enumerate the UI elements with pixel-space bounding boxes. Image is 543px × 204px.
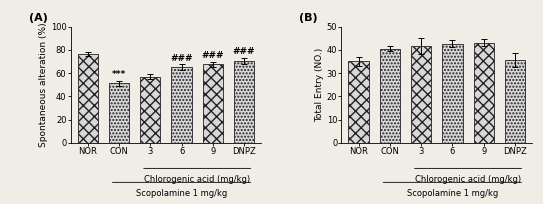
Text: Scopolamine 1 mg/kg: Scopolamine 1 mg/kg (407, 189, 498, 198)
Bar (203, 64, 223, 143)
Bar (349, 61, 369, 143)
Text: (A): (A) (29, 13, 47, 23)
Bar (505, 60, 525, 143)
Text: ###: ### (201, 51, 224, 60)
Text: ***: *** (112, 70, 126, 79)
Y-axis label: Total Entry (NO.): Total Entry (NO.) (315, 48, 324, 122)
Y-axis label: Spontaneous alteration (%): Spontaneous alteration (%) (39, 22, 48, 147)
Bar (380, 49, 400, 143)
Bar (411, 46, 431, 143)
Bar (442, 44, 463, 143)
Bar (172, 67, 192, 143)
Text: ###: ### (233, 47, 255, 56)
Text: Chlorogenic acid (mg/kg): Chlorogenic acid (mg/kg) (144, 175, 250, 184)
Bar (473, 43, 494, 143)
Text: Chlorogenic acid (mg/kg): Chlorogenic acid (mg/kg) (415, 175, 521, 184)
Text: ###: ### (171, 54, 193, 63)
Text: (B): (B) (299, 13, 318, 23)
Bar (140, 76, 161, 143)
Bar (234, 61, 254, 143)
Bar (78, 54, 98, 143)
Text: Scopolamine 1 mg/kg: Scopolamine 1 mg/kg (136, 189, 227, 198)
Bar (109, 83, 129, 143)
